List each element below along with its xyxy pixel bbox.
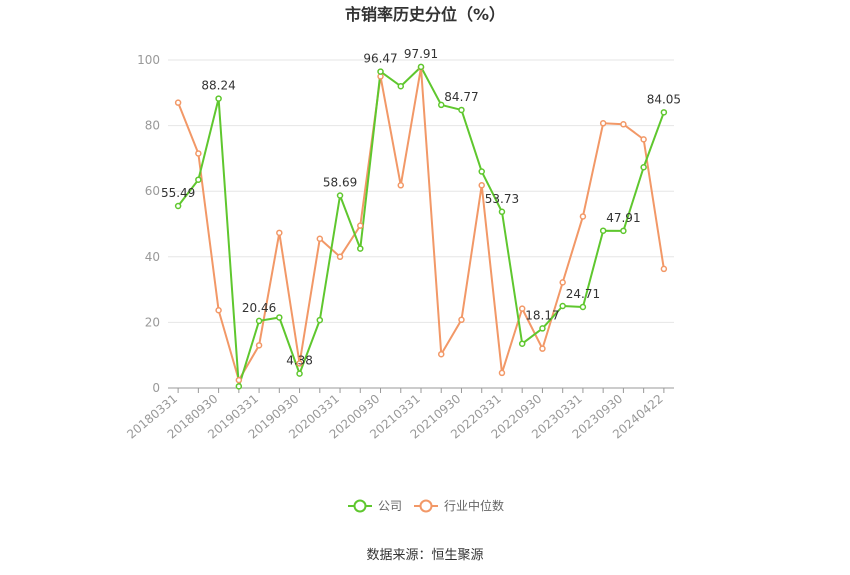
data-point-industry[interactable] [660, 265, 668, 273]
data-point-industry[interactable] [579, 213, 587, 220]
data-label: 18.17 [525, 308, 559, 322]
data-point-company[interactable] [498, 208, 506, 216]
data-point-industry[interactable] [235, 376, 243, 384]
data-point-industry[interactable] [336, 253, 344, 261]
data-point-company[interactable] [599, 227, 607, 234]
data-point-industry[interactable] [599, 120, 607, 127]
data-point-industry[interactable] [215, 307, 222, 314]
y-tick-label: 20 [145, 315, 160, 329]
data-label: 53.73 [485, 192, 519, 206]
data-point-industry[interactable] [458, 316, 465, 324]
data-point-company[interactable] [559, 302, 566, 310]
y-tick-label: 40 [145, 250, 160, 264]
data-point-company[interactable] [660, 109, 668, 116]
data-label: 58.69 [323, 175, 357, 189]
data-point-industry[interactable] [195, 150, 202, 157]
y-tick-label: 80 [145, 119, 160, 133]
legend-item-industry[interactable]: 行业中位数 [414, 498, 504, 513]
series-line-company [177, 65, 665, 388]
data-point-company[interactable] [620, 227, 627, 235]
data-label: 88.24 [201, 79, 235, 93]
data-point-company[interactable] [215, 95, 222, 102]
data-label: 4.38 [286, 354, 313, 368]
data-point-industry[interactable] [174, 99, 182, 106]
data-labels: 55.49 88.24 20.46 4.38 58.69 96.47 97.91 84.77 5… [161, 47, 681, 368]
series-lines [177, 65, 665, 388]
data-point-company[interactable] [640, 164, 647, 171]
data-point-company[interactable] [357, 245, 364, 252]
y-axis: 0 20 40 60 80 100 [137, 53, 160, 395]
data-point-company[interactable] [235, 383, 243, 390]
data-label: 84.77 [444, 90, 478, 104]
series-line-industry [177, 66, 665, 382]
data-point-industry[interactable] [397, 182, 405, 189]
data-point-company[interactable] [437, 101, 445, 109]
data-point-industry[interactable] [559, 279, 566, 286]
data-label: 47.91 [606, 211, 640, 225]
data-point-company[interactable] [397, 82, 405, 90]
data-point-industry[interactable] [316, 235, 324, 243]
data-label: 20.46 [242, 301, 276, 315]
data-point-industry[interactable] [437, 350, 445, 358]
legend-label-industry: 行业中位数 [444, 498, 504, 513]
chart-title: 市销率历史分位（%） [345, 5, 505, 24]
data-point-company[interactable] [458, 106, 465, 114]
data-point-company[interactable] [195, 176, 202, 183]
data-label: 24.71 [566, 287, 600, 301]
legend-label-company: 公司 [378, 499, 402, 513]
y-tick-label: 0 [152, 381, 160, 395]
data-point-company[interactable] [276, 314, 283, 321]
data-point-company[interactable] [539, 325, 546, 332]
data-point-company[interactable] [417, 63, 425, 71]
data-point-company[interactable] [478, 168, 485, 175]
legend-item-company[interactable]: 公司 [348, 499, 402, 513]
y-tick-label: 100 [137, 53, 160, 67]
data-point-industry[interactable] [640, 136, 647, 143]
data-point-company[interactable] [296, 370, 303, 377]
data-point-industry[interactable] [276, 229, 283, 237]
grid-lines [168, 59, 674, 323]
data-point-company[interactable] [316, 316, 324, 324]
data-label: 84.05 [647, 92, 681, 106]
series-points [174, 63, 668, 390]
data-point-company[interactable] [377, 68, 384, 75]
data-point-industry[interactable] [255, 342, 263, 349]
data-point-industry[interactable] [478, 182, 485, 189]
legend[interactable]: 公司 行业中位数 [348, 498, 504, 513]
data-point-industry[interactable] [357, 222, 364, 229]
data-source: 数据来源：恒生聚源 [366, 548, 483, 563]
data-point-industry[interactable] [498, 369, 506, 377]
data-point-industry[interactable] [620, 121, 627, 128]
data-point-company[interactable] [336, 192, 344, 199]
data-label: 96.47 [363, 52, 397, 66]
data-point-industry[interactable] [518, 305, 526, 312]
y-tick-label: 60 [145, 184, 160, 198]
x-axis: 2018033120180930201903312019093020200331… [124, 387, 674, 442]
data-point-company[interactable] [174, 202, 182, 210]
data-point-industry[interactable] [539, 345, 546, 352]
data-point-company[interactable] [255, 317, 263, 325]
data-point-industry[interactable] [296, 360, 303, 367]
data-label: 97.91 [404, 47, 438, 61]
data-point-company[interactable] [518, 340, 526, 347]
data-point-company[interactable] [579, 303, 587, 311]
data-label: 55.49 [161, 186, 195, 200]
